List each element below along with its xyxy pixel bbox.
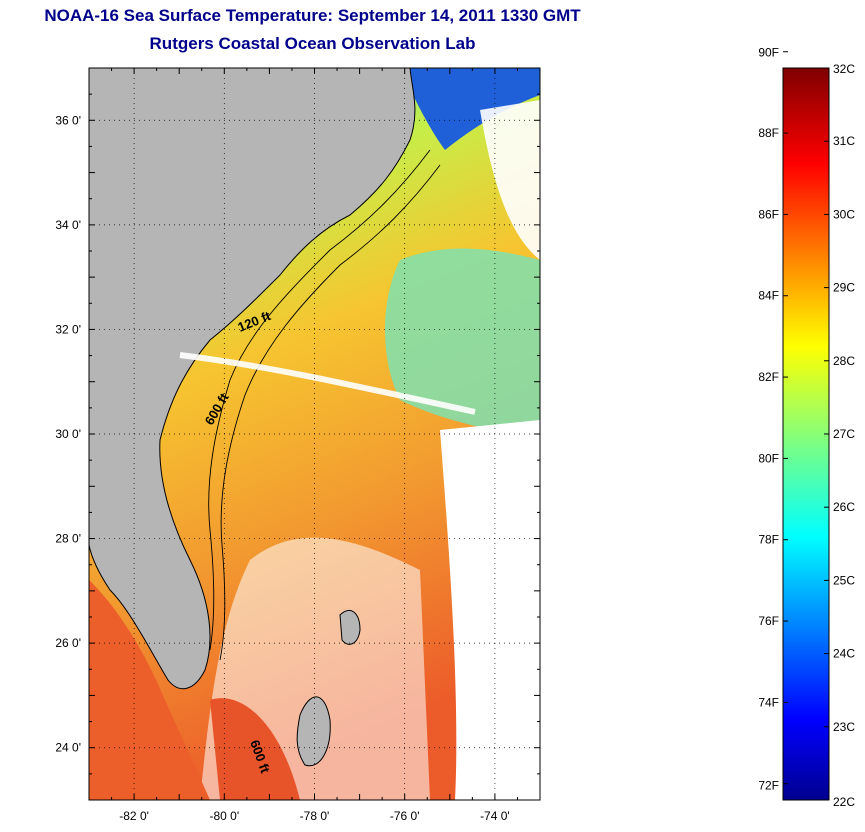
celsius-label: 29C (833, 281, 855, 295)
cool-water-patch (385, 248, 540, 440)
fahrenheit-label: 84F (758, 289, 779, 303)
map-ticks: 36 0' 34 0' 32 0' 30 0' 28 0' 26 0' 24 0' -82 0… (55, 67, 541, 823)
gulf-warm-water (89, 580, 210, 800)
fahrenheit-label: 82F (758, 370, 779, 384)
lon-tick-label: -82 0' (119, 809, 149, 823)
cold-water-patch (400, 68, 540, 150)
lat-tick-label: 32 0' (55, 322, 81, 336)
lat-tick-label: 30 0' (55, 427, 81, 441)
celsius-label: 28C (833, 354, 855, 368)
lat-tick-label: 28 0' (55, 532, 81, 546)
lon-tick-label: -74 0' (480, 809, 510, 823)
lat-tick-label: 26 0' (55, 636, 81, 650)
swath-gap (179, 352, 476, 415)
map-grid (89, 68, 540, 800)
fahrenheit-label: 86F (758, 207, 779, 221)
fahrenheit-label: 88F (758, 126, 779, 140)
island (296, 696, 331, 767)
celsius-label: 24C (833, 647, 855, 661)
celsius-label: 27C (833, 427, 855, 441)
fahrenheit-label: 72F (758, 779, 779, 793)
sst-map: 36 0' 34 0' 32 0' 30 0' 28 0' 26 0' 24 0' -82 0… (55, 67, 541, 823)
fahrenheit-label: 80F (758, 451, 779, 465)
depth-contour-120ft (208, 149, 431, 651)
celsius-label: 23C (833, 720, 855, 734)
celsius-label: 31C (833, 134, 855, 148)
fahrenheit-label: 78F (758, 533, 779, 547)
lon-tick-label: -80 0' (209, 809, 239, 823)
cloud-area-se (440, 420, 540, 800)
lon-tick-label: -78 0' (300, 809, 330, 823)
fahrenheit-label: 76F (758, 614, 779, 628)
fahrenheit-label: 74F (758, 695, 779, 709)
celsius-label: 22C (833, 795, 855, 809)
celsius-label: 26C (833, 500, 855, 514)
lat-tick-label: 34 0' (55, 218, 81, 232)
cloud-area-ne (480, 100, 540, 260)
fahrenheit-label: 90F (758, 46, 779, 60)
celsius-label: 30C (833, 207, 855, 221)
colorbar-labels: 32C 31C 30C 29C 28C 27C 26C 25C 24C 23C 22C 90F 88F 8… (758, 46, 855, 809)
celsius-label: 25C (833, 573, 855, 587)
island (339, 610, 361, 645)
depth-contour-600ft (219, 164, 441, 661)
celsius-label: 32C (833, 62, 855, 76)
lat-tick-label: 36 0' (55, 113, 81, 127)
straits-warm-water (210, 698, 300, 800)
map-subtitle: Rutgers Coastal Ocean Observation Lab (149, 34, 476, 53)
map-title: NOAA-16 Sea Surface Temperature: Septemb… (44, 6, 581, 25)
colorbar-gradient (782, 67, 830, 801)
lon-tick-label: -76 0' (390, 809, 420, 823)
lat-tick-label: 24 0' (55, 741, 81, 755)
land-mass (89, 68, 416, 690)
